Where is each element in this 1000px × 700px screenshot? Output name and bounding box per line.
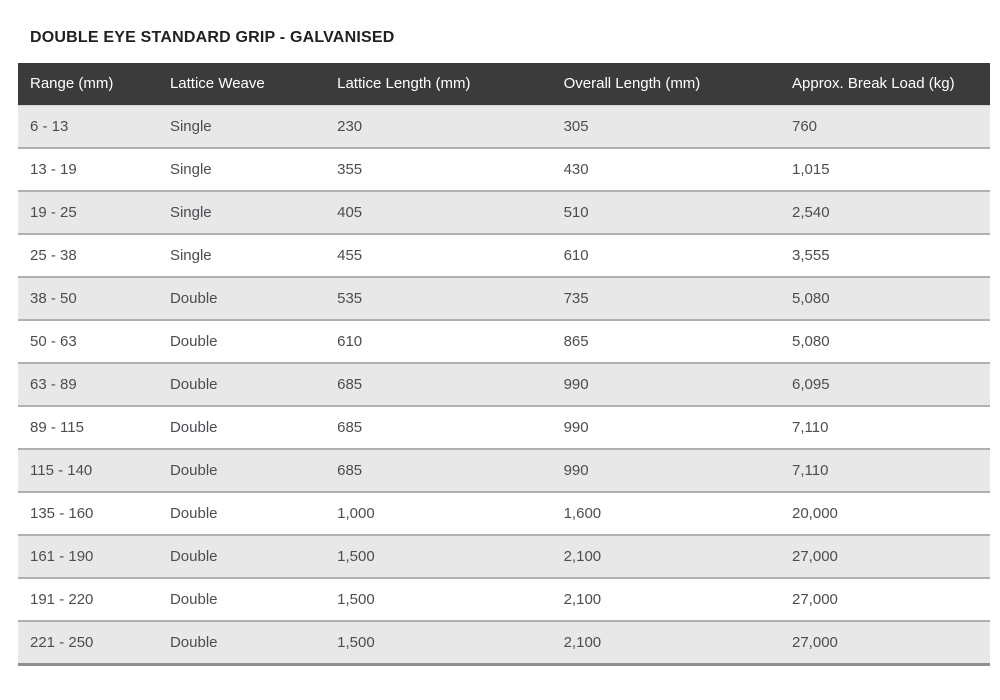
table-cell: 1,500 [337, 633, 375, 651]
table-row: 19 - 25 Single 405 510 2,540 [18, 191, 990, 234]
table-cell: 1,015 [792, 161, 830, 178]
table-cell: Double [169, 333, 218, 350]
column-header: Lattice Length (mm) [337, 75, 471, 93]
table-cell: 685 [337, 419, 363, 436]
table-cell: 13 - 19 [30, 161, 77, 178]
table-cell: Double [169, 548, 218, 565]
table-row: 135 - 160 Double 1,000 1,600 20,000 [18, 492, 990, 535]
table-header-row: Range (mm) Lattice Weave Lattice Length (m… [18, 63, 990, 105]
table-row: 221 - 250 Double 1,500 2,100 27,000 [18, 621, 990, 664]
table-cell: 305 [563, 117, 589, 135]
table-cell: 1,500 [337, 548, 375, 565]
table-cell: 1,500 [337, 591, 375, 608]
table-row: 161 - 190 Double 1,500 2,100 27,000 [18, 535, 990, 578]
table-cell: 221 - 250 [30, 633, 94, 651]
table-cell: Double [169, 591, 218, 608]
table-cell: 685 [337, 462, 363, 479]
table-cell: 27,000 [792, 591, 838, 608]
table-cell: 510 [563, 204, 589, 221]
table-cell: 5,080 [792, 290, 830, 307]
table-cell: 27,000 [792, 633, 838, 651]
table-cell: 115 - 140 [30, 462, 93, 479]
table-cell: Double [169, 633, 218, 651]
table-cell: 2,100 [563, 633, 602, 651]
table-row: 89 - 115 Double 685 990 7,110 [18, 406, 990, 449]
table-cell: Single [169, 247, 212, 264]
table-cell: 610 [337, 333, 363, 350]
table-cell: 19 - 25 [30, 204, 77, 221]
table-cell: 2,540 [792, 204, 830, 221]
table-cell: Single [169, 161, 212, 178]
table-cell: 27,000 [792, 548, 838, 565]
spec-table: Range (mm) Lattice Weave Lattice Length (m… [18, 63, 990, 666]
table-cell: 685 [337, 376, 363, 393]
table-cell: 455 [337, 247, 363, 264]
table-cell: 135 - 160 [30, 505, 94, 522]
table-row: 13 - 19 Single 355 430 1,015 [18, 148, 990, 191]
table-row: 63 - 89 Double 685 990 6,095 [18, 363, 990, 406]
column-header: Lattice Weave [169, 75, 265, 93]
table-cell: 7,110 [792, 462, 829, 479]
table-row: 25 - 38 Single 455 610 3,555 [18, 234, 990, 277]
table-cell: Double [169, 376, 218, 393]
table-cell: 405 [337, 204, 363, 221]
table-cell: 610 [563, 247, 589, 264]
table-cell: 38 - 50 [30, 290, 77, 307]
table-cell: 6,095 [792, 376, 830, 393]
table-cell: Single [169, 117, 212, 135]
table-row: 115 - 140 Double 685 990 7,110 [18, 449, 990, 492]
table-cell: Double [169, 419, 218, 436]
table-row: 50 - 63 Double 610 865 5,080 [18, 320, 990, 363]
table-cell: 63 - 89 [30, 376, 77, 393]
table-cell: Double [169, 290, 218, 307]
table-cell: Double [169, 505, 218, 522]
table-body: 6 - 13 Single 230 305 760 13 - 19 Single 355 430… [18, 105, 990, 664]
table-cell: 6 - 13 [30, 117, 69, 135]
table-cell: 990 [563, 376, 589, 393]
table-row: 38 - 50 Double 535 735 5,080 [18, 277, 990, 320]
table-cell: 355 [337, 161, 363, 178]
column-header: Approx. Break Load (kg) [792, 75, 955, 93]
table-cell: 2,100 [563, 548, 602, 565]
table-cell: 735 [563, 290, 589, 307]
table-cell: 50 - 63 [30, 333, 77, 350]
table-cell: 230 [337, 117, 363, 135]
table-cell: 1,600 [563, 505, 602, 522]
table-cell: 1,000 [337, 505, 375, 522]
table-cell: 191 - 220 [30, 591, 94, 608]
table-cell: 89 - 115 [30, 419, 84, 436]
table-cell: Single [169, 204, 212, 221]
column-header: Overall Length (mm) [563, 75, 701, 93]
table-cell: 7,110 [792, 419, 829, 436]
table-cell: 865 [563, 333, 589, 350]
table-cell: Double [169, 462, 218, 479]
table-cell: 990 [563, 419, 589, 436]
table-cell: 20,000 [792, 505, 838, 522]
table-cell: 3,555 [792, 247, 830, 264]
table-cell: 5,080 [792, 333, 830, 350]
table-cell: 25 - 38 [30, 247, 77, 264]
column-header: Range (mm) [30, 75, 114, 93]
table-cell: 2,100 [563, 591, 602, 608]
table-row: 191 - 220 Double 1,500 2,100 27,000 [18, 578, 990, 621]
table-row: 6 - 13 Single 230 305 760 [18, 105, 990, 148]
table-cell: 760 [792, 117, 818, 135]
page-title: DOUBLE EYE STANDARD GRIP - GALVANISED [30, 29, 395, 46]
table-cell: 990 [563, 462, 589, 479]
table-cell: 430 [563, 161, 589, 178]
table-cell: 535 [337, 290, 363, 307]
table-cell: 161 - 190 [30, 548, 94, 565]
